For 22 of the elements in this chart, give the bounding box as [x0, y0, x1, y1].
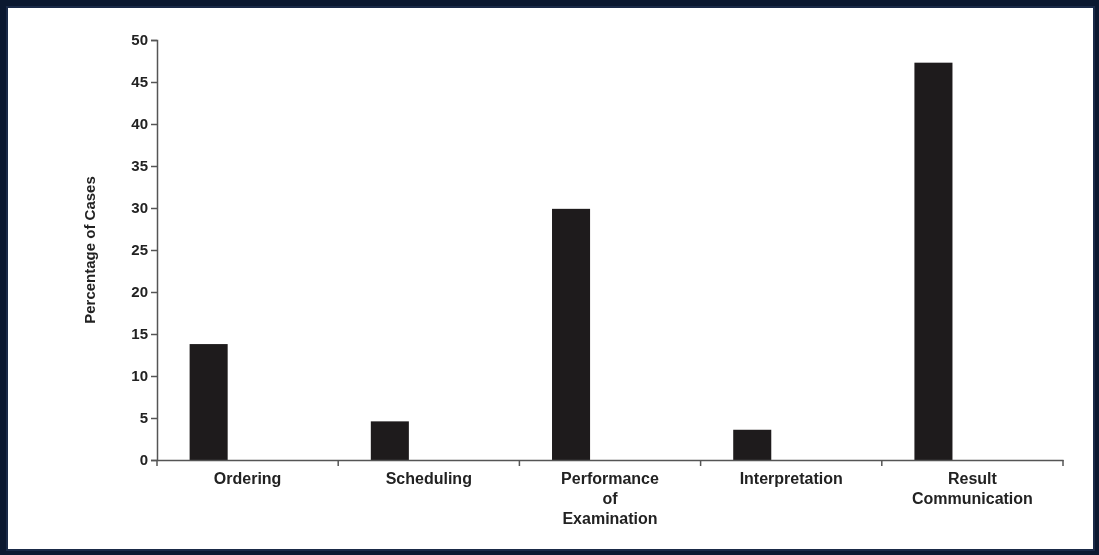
y-tick-label: 5 [139, 409, 148, 427]
x-tick-label: Interpretation [739, 469, 843, 487]
y-tick-label: 10 [131, 367, 148, 385]
y-tick-label: 40 [131, 115, 148, 133]
bar [189, 344, 228, 460]
y-tick-label: 20 [131, 283, 148, 301]
y-tick-label: 30 [131, 199, 148, 217]
y-tick-label: 25 [131, 241, 148, 259]
y-tick-label: 15 [131, 325, 148, 343]
y-axis-title: Percentage of Cases [81, 176, 98, 324]
x-tick-label: Scheduling [385, 469, 472, 487]
bar [914, 62, 953, 460]
x-tick-label: Result Communication [911, 469, 1033, 507]
y-tick-label: 0 [139, 451, 148, 469]
x-tick-label: Performance of Examination [561, 469, 660, 527]
y-tick-label: 50 [131, 31, 148, 49]
y-tick-label: 35 [131, 157, 148, 175]
bar [370, 421, 409, 460]
y-tick-label: 45 [131, 73, 148, 91]
x-tick-label: Ordering [213, 469, 282, 487]
bar [552, 208, 591, 460]
bar [733, 429, 772, 460]
